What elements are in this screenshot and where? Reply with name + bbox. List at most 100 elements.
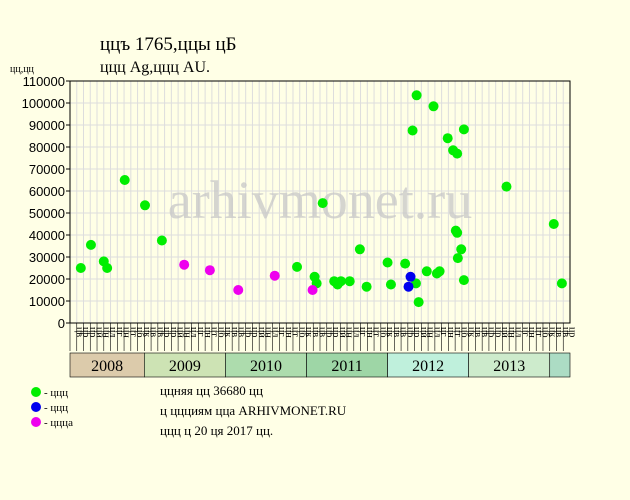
chart-subtitle: ццц Ag,ццц AU. (100, 59, 210, 76)
point (269, 270, 280, 281)
legend-label: - ццц (44, 402, 68, 414)
year-label: 2011 (331, 358, 362, 375)
chart-title: ццъ 1765,ццы цБ (100, 34, 237, 55)
point (421, 266, 432, 277)
y-tick-label: 40000 (29, 228, 65, 243)
month-label: цг (114, 327, 125, 336)
year-band (306, 352, 388, 378)
month-label: цн (263, 327, 274, 338)
point (456, 244, 467, 255)
month-label: цб (377, 327, 388, 337)
year-label: 2012 (412, 358, 444, 375)
month-label: цн (445, 327, 456, 338)
month-label: цл (188, 327, 199, 337)
month-label: цк (384, 327, 395, 337)
plot-frame (69, 80, 571, 324)
point (102, 263, 113, 273)
legend-marker (31, 387, 41, 397)
month-label: цв (479, 327, 490, 337)
month-label: цн (526, 327, 537, 338)
month-label: цй (94, 327, 105, 338)
month-label: цв (229, 327, 240, 337)
point (407, 125, 418, 136)
point (75, 263, 86, 273)
month-label: цв (560, 327, 571, 337)
month-label: цб (459, 327, 470, 337)
legend-label: - цццa (44, 417, 73, 429)
month-label: цл (269, 327, 280, 337)
point (428, 101, 439, 112)
year-label: 2010 (250, 358, 282, 375)
month-label: цй (499, 327, 510, 338)
point (556, 278, 567, 289)
month-label: цр (249, 327, 260, 337)
month-label: цг (438, 327, 449, 336)
point (403, 281, 414, 292)
month-label: цв (398, 327, 409, 337)
note: ццц ц 20 ця 2017 цц. (160, 423, 273, 438)
point (292, 261, 303, 272)
y-axis-label: цц,цц (10, 64, 35, 75)
y-tick-label: 60000 (29, 184, 65, 199)
month-label: цт (371, 327, 382, 337)
point (140, 200, 150, 211)
month-label: цн (202, 327, 213, 338)
point (452, 227, 463, 238)
month-label: цв (154, 327, 165, 337)
point (442, 133, 453, 144)
point (548, 219, 559, 229)
month-label: цт (533, 327, 544, 337)
month-label: цр (242, 327, 253, 337)
point (204, 265, 215, 276)
point (354, 244, 365, 255)
month-label: цй (256, 327, 267, 338)
month-label: цр (330, 327, 341, 337)
month-label: цл (513, 327, 524, 337)
month-label: цр (411, 327, 422, 337)
month-label: цн (506, 327, 517, 338)
month-label: цк (141, 327, 152, 337)
month-label: цр (492, 327, 503, 337)
month-label: цт (209, 327, 220, 337)
point (317, 198, 328, 209)
point (458, 124, 469, 135)
month-label: цк (546, 327, 557, 337)
note: ц ццциям цца ARHIVMONET.RU (160, 403, 347, 418)
point (413, 297, 424, 308)
month-label: цй (337, 327, 348, 338)
year-label: 2008 (91, 358, 123, 375)
month-label: цв (553, 327, 564, 337)
y-tick-label: 50000 (29, 206, 65, 221)
month-label: цг (276, 327, 287, 336)
point (344, 276, 355, 287)
year-band (549, 352, 571, 378)
month-label: цй (418, 327, 429, 338)
point (501, 181, 512, 192)
month-label: цб (215, 327, 226, 337)
month-label: цг (357, 327, 368, 336)
legend-marker (31, 417, 41, 427)
month-label: цв (73, 327, 84, 337)
month-label: цб (134, 327, 145, 337)
month-label: цв (317, 327, 328, 337)
month-label: цн (364, 327, 375, 338)
point (385, 279, 396, 290)
point (382, 257, 393, 268)
month-label: цв (310, 327, 321, 337)
month-label: цр (161, 327, 172, 337)
point (405, 271, 416, 282)
plot: цвцрцрцйцнцлцгцнцтцбцкцвцвцрцрцйцнцлцгцн… (22, 74, 578, 378)
note: ццняя цц 36680 цц (160, 383, 263, 398)
month-label: цв (236, 327, 247, 337)
y-tick-label: 70000 (29, 162, 65, 177)
month-label: цр (87, 327, 98, 337)
y-tick-label: 10000 (29, 294, 65, 309)
month-label: цт (290, 327, 301, 337)
y-tick-label: 20000 (29, 272, 65, 287)
month-label: цв (148, 327, 159, 337)
month-label: цг (519, 327, 530, 336)
month-label: цн (283, 327, 294, 338)
month-label: цл (350, 327, 361, 337)
legend-label: - ццц (44, 387, 68, 399)
